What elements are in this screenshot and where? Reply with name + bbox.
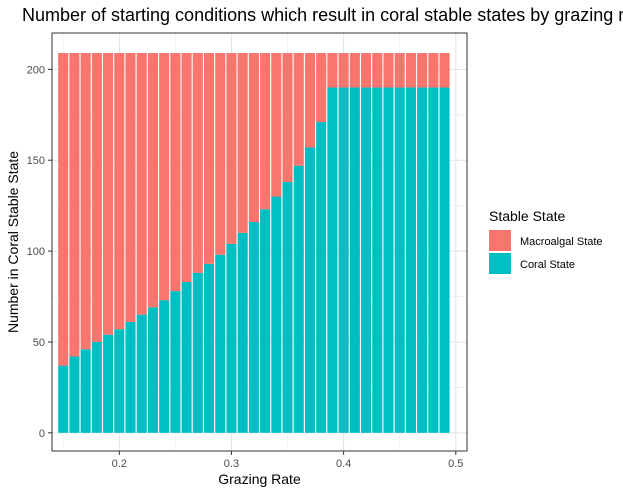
bar-coral-state (394, 87, 405, 433)
bar-coral-state (428, 87, 439, 433)
chart-title: Number of starting conditions which resu… (22, 5, 623, 25)
bar-macroalgal-state (203, 52, 215, 264)
bar-macroalgal-state (349, 52, 360, 88)
bar-macroalgal-state (361, 52, 372, 88)
bar-macroalgal-state (226, 52, 237, 244)
bar-coral-state (58, 365, 69, 433)
bar-coral-state (103, 334, 114, 433)
x-tick-label: 0.3 (224, 458, 239, 470)
y-axis-title: Number in Coral Stable State (5, 151, 21, 333)
bar-coral-state (181, 281, 192, 433)
bar-macroalgal-state (80, 52, 91, 350)
bar-macroalgal-state (215, 52, 226, 255)
bar-macroalgal-state (147, 52, 158, 308)
bar-macroalgal-state (282, 52, 293, 183)
bar-coral-state (248, 222, 259, 433)
bar-coral-state (417, 87, 428, 433)
bars (58, 52, 450, 433)
bar-coral-state (338, 87, 349, 433)
bar-macroalgal-state (372, 52, 383, 88)
bar-coral-state (349, 87, 360, 433)
bar-coral-state (80, 349, 91, 433)
bar-coral-state (383, 87, 394, 433)
bar-macroalgal-state (271, 52, 282, 197)
bar-macroalgal-state (405, 52, 416, 88)
plot-area (51, 32, 468, 452)
y-tick-label: 50 (33, 337, 45, 349)
bar-macroalgal-state (136, 52, 147, 315)
bar-macroalgal-state (91, 52, 102, 342)
bar-coral-state (91, 341, 102, 433)
x-tick-label: 0.4 (336, 458, 351, 470)
bar-coral-state (203, 263, 215, 433)
legend: Stable State Macroalgal State Coral Stat… (489, 208, 603, 274)
bar-coral-state (405, 87, 416, 433)
bar-coral-state (260, 209, 271, 433)
bar-coral-state (192, 272, 203, 433)
x-tick-label: 0.2 (112, 458, 127, 470)
bar-macroalgal-state (69, 52, 80, 357)
bar-coral-state (271, 196, 282, 433)
bar-macroalgal-state (338, 52, 349, 88)
y-tick-label: 200 (27, 64, 45, 76)
bar-macroalgal-state (114, 52, 125, 330)
bar-coral-state (316, 122, 327, 433)
bar-macroalgal-state (192, 52, 203, 273)
bar-macroalgal-state (304, 52, 316, 148)
bar-coral-state (170, 291, 181, 433)
bar-macroalgal-state (428, 52, 439, 88)
bar-coral-state (282, 182, 293, 433)
bar-macroalgal-state (383, 52, 394, 88)
x-axis-title: Grazing Rate (218, 471, 301, 487)
bar-macroalgal-state (159, 52, 170, 301)
bar-coral-state (136, 314, 147, 433)
plot-border (51, 32, 468, 452)
bar-macroalgal-state (293, 52, 304, 166)
bar-coral-state (304, 147, 316, 433)
bar-coral-state (237, 232, 248, 433)
bar-macroalgal-state (248, 52, 259, 223)
bar-coral-state (69, 356, 80, 433)
legend-title: Stable State (489, 208, 565, 224)
bar-macroalgal-state (260, 52, 271, 210)
bar-coral-state (372, 87, 383, 433)
bar-macroalgal-state (125, 52, 136, 322)
bar-macroalgal-state (316, 52, 327, 123)
bar-coral-state (361, 87, 372, 433)
legend-key-coral (489, 253, 511, 274)
x-axis-ticks: 0.2 0.3 0.4 0.5 (112, 451, 463, 470)
bar-coral-state (125, 321, 136, 433)
bar-macroalgal-state (394, 52, 405, 88)
x-tick-label: 0.5 (448, 458, 463, 470)
bar-macroalgal-state (103, 52, 114, 335)
legend-label-macroalgal: Macroalgal State (520, 236, 603, 248)
bar-coral-state (114, 329, 125, 433)
bar-coral-state (147, 307, 158, 433)
legend-key-macroalgal (489, 230, 511, 251)
y-tick-label: 150 (27, 155, 45, 167)
bar-coral-state (293, 165, 304, 433)
bar-macroalgal-state (170, 52, 181, 292)
y-axis-ticks: 0 50 100 150 200 (27, 64, 52, 440)
bar-coral-state (439, 87, 450, 433)
bar-coral-state (327, 87, 338, 433)
bar-macroalgal-state (439, 52, 450, 88)
bar-coral-state (226, 243, 237, 433)
bar-macroalgal-state (237, 52, 248, 233)
bar-macroalgal-state (327, 52, 338, 88)
bar-coral-state (215, 254, 226, 433)
bar-coral-state (159, 300, 170, 433)
bar-macroalgal-state (181, 52, 192, 282)
bar-macroalgal-state (58, 52, 69, 366)
y-tick-label: 0 (39, 428, 45, 440)
legend-label-coral: Coral State (520, 259, 575, 271)
y-tick-label: 100 (27, 246, 45, 258)
bar-macroalgal-state (417, 52, 428, 88)
